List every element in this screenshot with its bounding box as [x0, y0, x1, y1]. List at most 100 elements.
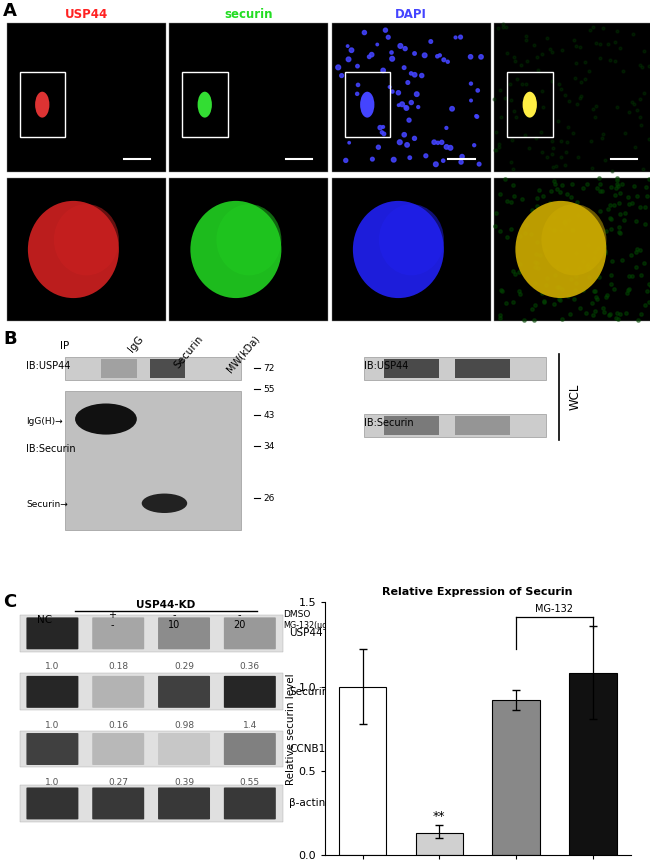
Point [432, 49, 443, 63]
Point [547, 73, 557, 87]
Point [599, 246, 610, 260]
Point [617, 253, 627, 267]
Point [642, 188, 650, 202]
Point [587, 161, 597, 175]
Point [598, 127, 608, 141]
Point [592, 181, 603, 195]
Point [575, 92, 585, 105]
Point [630, 245, 641, 259]
Point [538, 189, 549, 203]
Point [547, 147, 557, 161]
Point [509, 189, 519, 203]
Point [562, 289, 573, 302]
Point [627, 95, 637, 109]
Bar [455, 359, 510, 378]
Point [564, 307, 575, 321]
Point [456, 156, 466, 169]
Point [585, 23, 595, 37]
Point [560, 88, 570, 102]
Point [393, 98, 404, 112]
Point [606, 277, 616, 291]
Point [563, 120, 573, 134]
Point [502, 231, 513, 245]
Point [527, 203, 538, 217]
Point [594, 171, 604, 185]
Point [421, 149, 431, 162]
Point [623, 189, 633, 203]
Point [618, 177, 628, 191]
Ellipse shape [35, 92, 49, 118]
Point [521, 29, 531, 43]
Point [623, 283, 633, 297]
Point [522, 54, 532, 68]
Point [615, 226, 625, 240]
Bar [332, 178, 491, 321]
Point [556, 134, 566, 148]
Point [364, 50, 374, 64]
Point [608, 283, 619, 296]
Point [623, 283, 634, 296]
Point [530, 276, 540, 290]
Point [635, 92, 645, 106]
Point [384, 80, 395, 94]
Point [640, 200, 650, 213]
Point [604, 54, 615, 67]
Point [555, 185, 566, 199]
Point [515, 257, 525, 270]
Point [540, 244, 550, 257]
Point [569, 199, 579, 213]
Point [429, 136, 439, 149]
Point [431, 157, 441, 171]
Point [389, 153, 399, 167]
Point [571, 245, 581, 259]
Point [502, 194, 513, 208]
Text: IB:Securin: IB:Securin [364, 418, 413, 428]
Point [514, 283, 524, 297]
Point [636, 268, 646, 282]
Point [629, 179, 639, 193]
Point [631, 189, 642, 203]
Point [526, 302, 537, 315]
Point [439, 53, 449, 67]
Point [597, 302, 608, 315]
Bar [169, 22, 328, 172]
Point [504, 77, 515, 91]
Point [410, 131, 420, 145]
Point [568, 126, 578, 140]
Point [625, 248, 636, 262]
Point [644, 132, 650, 146]
Point [363, 95, 373, 109]
Point [519, 226, 530, 240]
Text: 1.4: 1.4 [242, 721, 257, 730]
Point [554, 292, 564, 306]
Text: -: - [237, 610, 241, 620]
Ellipse shape [541, 204, 606, 276]
Point [632, 242, 642, 256]
Text: DAPI: DAPI [395, 8, 427, 21]
Point [623, 270, 634, 283]
Point [589, 284, 599, 298]
Point [545, 42, 555, 56]
Point [595, 51, 605, 65]
Point [543, 221, 554, 235]
Point [367, 152, 378, 166]
Point [489, 92, 499, 106]
Point [627, 196, 637, 210]
Point [559, 215, 569, 229]
Point [343, 39, 353, 53]
Text: IgG: IgG [127, 334, 146, 353]
Point [426, 35, 436, 48]
Point [399, 60, 410, 74]
Point [610, 35, 621, 48]
Point [545, 184, 556, 198]
Text: 0.98: 0.98 [174, 721, 194, 730]
Point [556, 43, 567, 57]
Point [417, 68, 427, 82]
Point [599, 244, 610, 257]
Point [441, 140, 452, 154]
Point [578, 181, 589, 194]
Point [615, 41, 625, 55]
Text: IB:USP44: IB:USP44 [26, 361, 70, 371]
Point [494, 140, 504, 154]
Text: MG-132: MG-132 [536, 604, 573, 614]
